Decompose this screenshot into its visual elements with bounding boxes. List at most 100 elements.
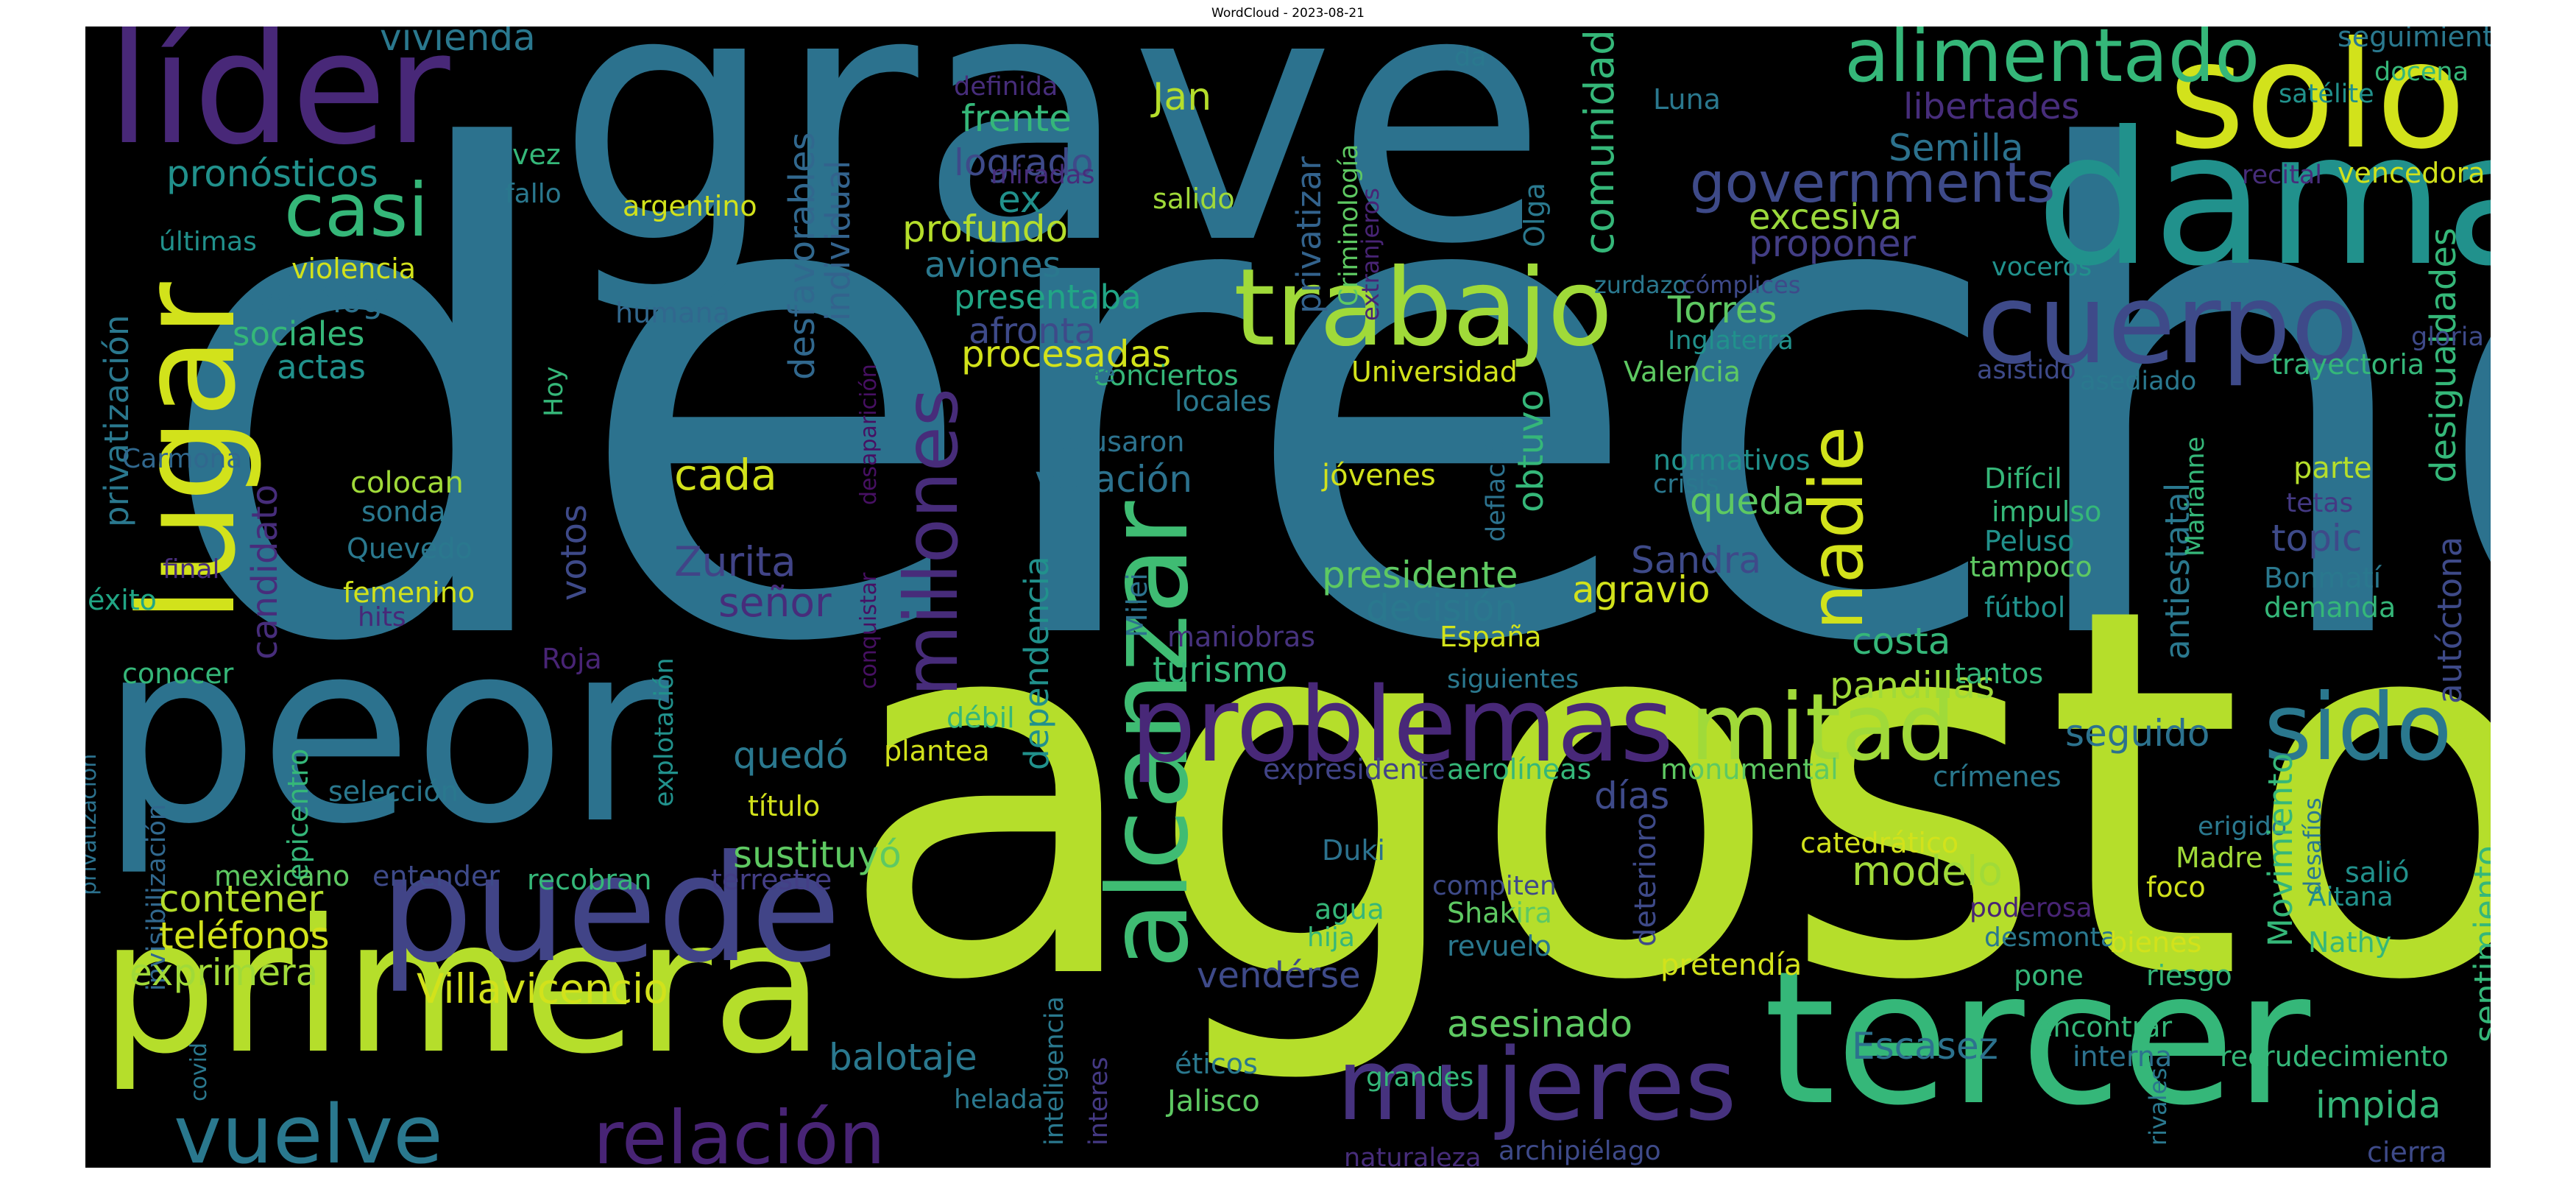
cloud-word: pretendía xyxy=(1660,948,1802,982)
cloud-word: interes xyxy=(1084,1057,1114,1146)
cloud-word: desfavorables xyxy=(782,132,823,380)
cloud-word: extranjeros xyxy=(1356,188,1384,321)
cloud-word: derecho xyxy=(152,27,2491,787)
cloud-word: violencia xyxy=(291,253,417,285)
cloud-word: nadie xyxy=(1794,426,1880,630)
cloud-word: vuelve xyxy=(174,1087,443,1168)
cloud-word: fútbol xyxy=(1984,591,2066,624)
cloud-word: bienes xyxy=(2109,926,2202,959)
cloud-word: Universidad xyxy=(1351,356,1518,388)
cloud-word: modelo xyxy=(1852,847,2003,895)
cloud-word: pronósticos xyxy=(166,152,378,195)
cloud-word: cierra xyxy=(2367,1136,2447,1168)
cloud-word: turismo xyxy=(1153,649,1288,691)
cloud-word: comunidad xyxy=(1576,29,1623,255)
cloud-word: recobran xyxy=(527,864,652,896)
cloud-word: conocer xyxy=(122,657,234,690)
cloud-word: causaron xyxy=(1057,426,1185,458)
cloud-word: salió xyxy=(2345,856,2410,889)
cloud-word: desafíos xyxy=(2299,797,2326,895)
cloud-word: mexicano xyxy=(214,860,350,892)
cloud-word: salido xyxy=(1153,183,1235,215)
cloud-word: recital xyxy=(2242,161,2323,190)
cloud-word: jóvenes xyxy=(1322,459,1436,493)
cloud-word: señor xyxy=(718,579,832,626)
cloud-word: proponer xyxy=(1749,222,1917,265)
cloud-word: sentimiento xyxy=(2467,845,2491,1043)
cloud-word: desigualdades xyxy=(2423,228,2464,483)
cloud-word: sociólogo xyxy=(247,281,403,320)
cloud-word: ex xyxy=(998,178,1042,221)
cloud-word: seguimiento xyxy=(2338,27,2491,53)
cloud-word: rivales xyxy=(2144,1068,2172,1146)
cloud-word: éticos xyxy=(1175,1048,1258,1080)
cloud-word: Shakira xyxy=(1447,897,1552,929)
cloud-word: miradas xyxy=(991,161,1095,190)
cloud-word: final xyxy=(163,554,220,585)
cloud-word: dama xyxy=(2036,92,2491,306)
cloud-word: días xyxy=(1594,775,1670,817)
cloud-word: grandes xyxy=(1366,1062,1474,1093)
cloud-word: crímenes xyxy=(1933,761,2062,793)
cloud-word: asediado xyxy=(2080,367,2197,396)
cloud-word: privatizar xyxy=(1289,156,1328,314)
cloud-word: relación xyxy=(593,1095,885,1168)
cloud-word: explotación xyxy=(650,657,679,807)
cloud-word: demanda xyxy=(2264,591,2396,624)
cloud-word: cómplices xyxy=(1682,271,1801,299)
cloud-word: expresidente xyxy=(1263,753,1446,786)
cloud-word: Villavicencio xyxy=(417,965,668,1012)
cloud-word: excesiva xyxy=(1749,197,1903,238)
cloud-word: autóctona xyxy=(2430,536,2469,704)
cloud-word: puede xyxy=(380,824,841,995)
cloud-word: primera xyxy=(100,880,825,1094)
cloud-word: Luna xyxy=(1653,83,1721,116)
cloud-word: privatización xyxy=(97,314,136,527)
cloud-word: Peluso xyxy=(1984,525,2075,557)
cloud-word: desmonta xyxy=(1984,923,2117,953)
cloud-word: encontrar xyxy=(2036,1011,2173,1043)
cloud-word: sociales xyxy=(233,314,365,353)
cloud-word: da xyxy=(1454,43,1487,72)
cloud-word: satélite xyxy=(2279,80,2374,109)
cloud-word: desaparición xyxy=(856,364,882,505)
cloud-word: actas xyxy=(277,348,366,387)
cloud-word: asesinado xyxy=(1447,1003,1633,1045)
cloud-word: definida xyxy=(954,72,1058,102)
cloud-word: dependencia xyxy=(1017,556,1056,770)
cloud-word: mitad xyxy=(1690,674,1956,781)
cloud-word: Milei xyxy=(1121,573,1153,638)
cloud-word: deterioro xyxy=(1629,812,1663,947)
figure-title: WordCloud - 2023-08-21 xyxy=(1211,6,1365,21)
cloud-word: Jan xyxy=(1153,75,1212,119)
cloud-word: fallo xyxy=(505,179,562,209)
cloud-word: cree xyxy=(1064,359,1116,387)
cloud-word: líder xyxy=(107,27,450,179)
cloud-word: revuelo xyxy=(1447,930,1551,962)
cloud-word: presentaba xyxy=(954,278,1142,317)
cloud-word: exprimera xyxy=(130,951,319,994)
cloud-word: entender xyxy=(372,860,500,892)
cloud-word: Duki xyxy=(1322,834,1385,867)
cloud-word: recrudecimiento xyxy=(2220,1040,2449,1073)
cloud-word: Torres xyxy=(1668,289,1777,331)
cloud-word: terrestre xyxy=(711,864,832,896)
cloud-word: gloria xyxy=(2411,322,2484,352)
cloud-word: vivienda xyxy=(380,27,536,59)
cloud-word: siguientes xyxy=(1447,665,1579,694)
cloud-word: débil xyxy=(946,702,1015,734)
cloud-word: tantos xyxy=(1955,657,2044,690)
cloud-word: naturaleza xyxy=(1344,1143,1482,1168)
cloud-word: quedó xyxy=(733,734,849,777)
cloud-word: archipiélago xyxy=(1498,1136,1661,1166)
cloud-word: cada xyxy=(674,450,777,500)
cloud-word: contener xyxy=(159,878,324,920)
cloud-word: casi xyxy=(284,167,429,253)
cloud-word: mujeres xyxy=(1337,1027,1737,1143)
cloud-word: Marianne xyxy=(2181,436,2210,557)
cloud-word: catedrático xyxy=(1800,827,1959,859)
cloud-word: poderosa xyxy=(1970,893,2092,923)
cloud-word: privatización xyxy=(85,753,102,895)
cloud-word: crisis xyxy=(1653,470,1719,499)
cloud-word: locales xyxy=(1175,385,1272,417)
